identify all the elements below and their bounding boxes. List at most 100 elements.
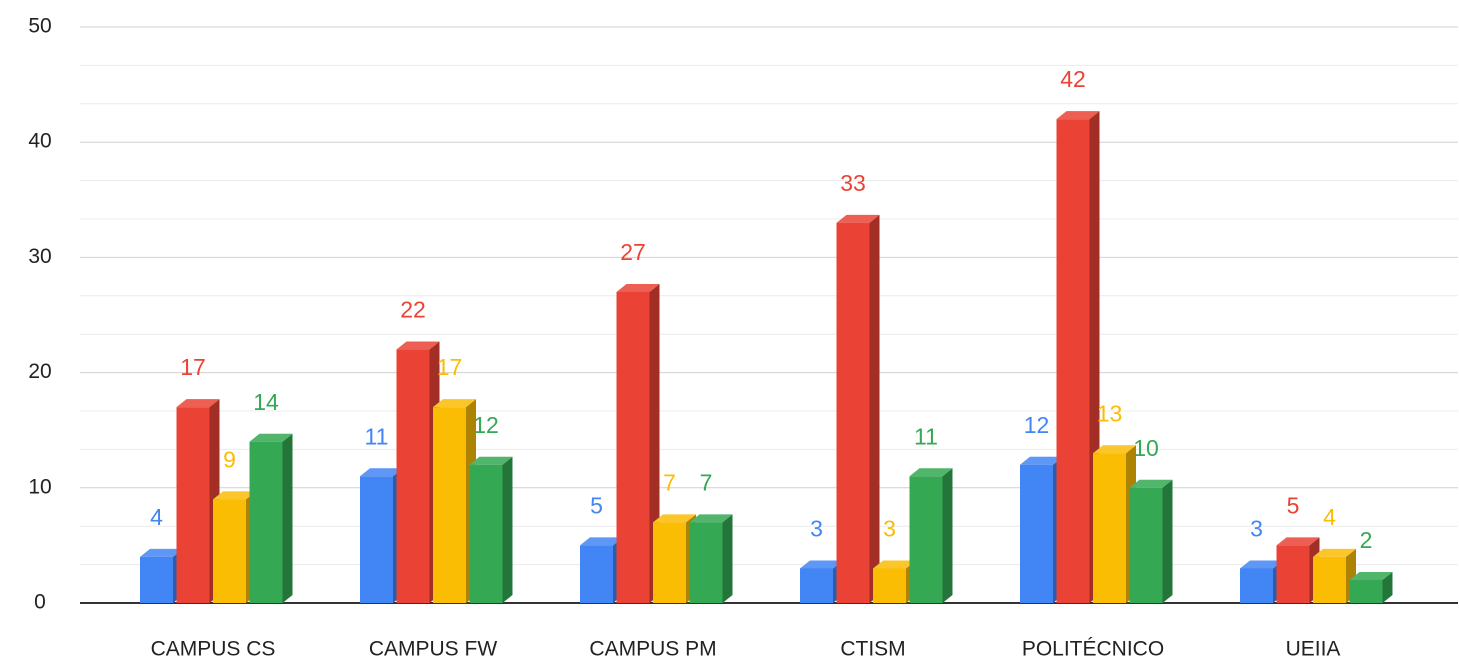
bar-side-shade — [869, 214, 880, 603]
bar-side — [942, 468, 953, 603]
y-tick-label: 10 — [28, 475, 51, 498]
data-label: 10 — [1133, 435, 1159, 461]
y-tick-label: 0 — [34, 591, 46, 614]
bar-top — [1276, 537, 1320, 546]
bar-side-shade — [1162, 479, 1173, 603]
bar-side — [1162, 479, 1173, 603]
bar-top-shade — [176, 399, 220, 408]
bar — [433, 407, 466, 603]
bar-group — [360, 468, 403, 603]
bar-side — [869, 214, 880, 603]
bar-side-shade — [502, 456, 513, 603]
bar — [1276, 545, 1310, 603]
x-tick-label: UEIIA — [1286, 638, 1341, 661]
bar-top — [1056, 111, 1100, 120]
x-tick-label: CTISM — [840, 638, 905, 661]
bar — [396, 349, 430, 603]
bar — [140, 556, 173, 603]
bar-top-shade — [1056, 111, 1100, 120]
bar-top-shade — [873, 560, 916, 569]
data-label: 33 — [840, 170, 866, 196]
bar — [249, 441, 283, 603]
bar-top — [1020, 456, 1063, 465]
x-tick-label: CAMPUS CS — [151, 638, 276, 661]
bar-top — [469, 456, 513, 465]
bar — [873, 568, 906, 603]
bar-top-shade — [433, 399, 476, 408]
data-label: 12 — [473, 412, 499, 438]
bar-top — [140, 548, 183, 557]
bar — [580, 545, 613, 603]
bar — [616, 291, 650, 603]
bar — [836, 222, 870, 603]
bar-top-shade — [1093, 445, 1136, 454]
bar-top — [909, 468, 953, 477]
bar-top-shade — [1276, 537, 1320, 546]
data-label: 2 — [1360, 527, 1373, 553]
bar-top — [1240, 560, 1283, 569]
data-label: 9 — [223, 446, 236, 472]
data-label: 12 — [1024, 412, 1050, 438]
bar-top-shade — [249, 433, 293, 442]
x-tick-label: CAMPUS FW — [369, 638, 498, 661]
bar-top — [396, 341, 440, 350]
bar-side — [722, 514, 733, 603]
y-tick-label: 40 — [28, 130, 51, 153]
y-tick-label: 50 — [28, 15, 51, 38]
bar-group — [616, 283, 660, 603]
bar — [1313, 556, 1346, 603]
bar-top — [176, 399, 220, 408]
data-label: 3 — [883, 516, 896, 542]
bar-group — [249, 433, 293, 603]
bar — [1056, 119, 1090, 603]
bar — [469, 464, 503, 603]
data-label: 7 — [700, 469, 713, 495]
bar-top — [360, 468, 403, 477]
bar-top-shade — [1020, 456, 1063, 465]
bar-top — [873, 560, 916, 569]
bar-group — [1129, 479, 1173, 603]
bar-group — [836, 214, 880, 603]
bar — [653, 522, 686, 603]
bar-group — [469, 456, 513, 603]
x-tick-label: CAMPUS PM — [589, 638, 716, 661]
bar-top — [1129, 479, 1173, 488]
bar — [689, 522, 723, 603]
data-label: 27 — [620, 239, 646, 265]
bar-top — [1093, 445, 1136, 454]
data-label: 4 — [150, 504, 163, 530]
data-label: 3 — [1250, 516, 1263, 542]
bar-top-shade — [213, 491, 256, 500]
bar-top-shade — [800, 560, 843, 569]
bar — [1093, 453, 1126, 603]
bar-top-shade — [469, 456, 513, 465]
bar — [1020, 464, 1053, 603]
bar-top — [800, 560, 843, 569]
y-tick-label: 20 — [28, 360, 51, 383]
bar-side-shade — [942, 468, 953, 603]
bar-top-shade — [653, 514, 696, 523]
data-label: 17 — [437, 354, 463, 380]
data-label: 3 — [810, 516, 823, 542]
bar-top — [1313, 548, 1356, 557]
bar-side — [282, 433, 293, 603]
bar-top — [1349, 571, 1393, 580]
bar — [800, 568, 833, 603]
bar-top-shade — [360, 468, 403, 477]
data-label: 22 — [400, 297, 426, 323]
bar-top-shade — [1313, 548, 1356, 557]
bar-group — [909, 468, 953, 603]
data-label: 5 — [1287, 492, 1300, 518]
bar-top-shade — [1129, 479, 1173, 488]
bar-side — [502, 456, 513, 603]
bar-side-shade — [282, 433, 293, 603]
bar — [1129, 487, 1163, 603]
data-label: 5 — [590, 492, 603, 518]
data-label: 13 — [1097, 400, 1123, 426]
bar-top — [580, 537, 623, 546]
bar — [1240, 568, 1273, 603]
bar-top — [249, 433, 293, 442]
data-label: 7 — [663, 469, 676, 495]
y-tick-label: 30 — [28, 245, 51, 268]
bar — [213, 499, 246, 603]
